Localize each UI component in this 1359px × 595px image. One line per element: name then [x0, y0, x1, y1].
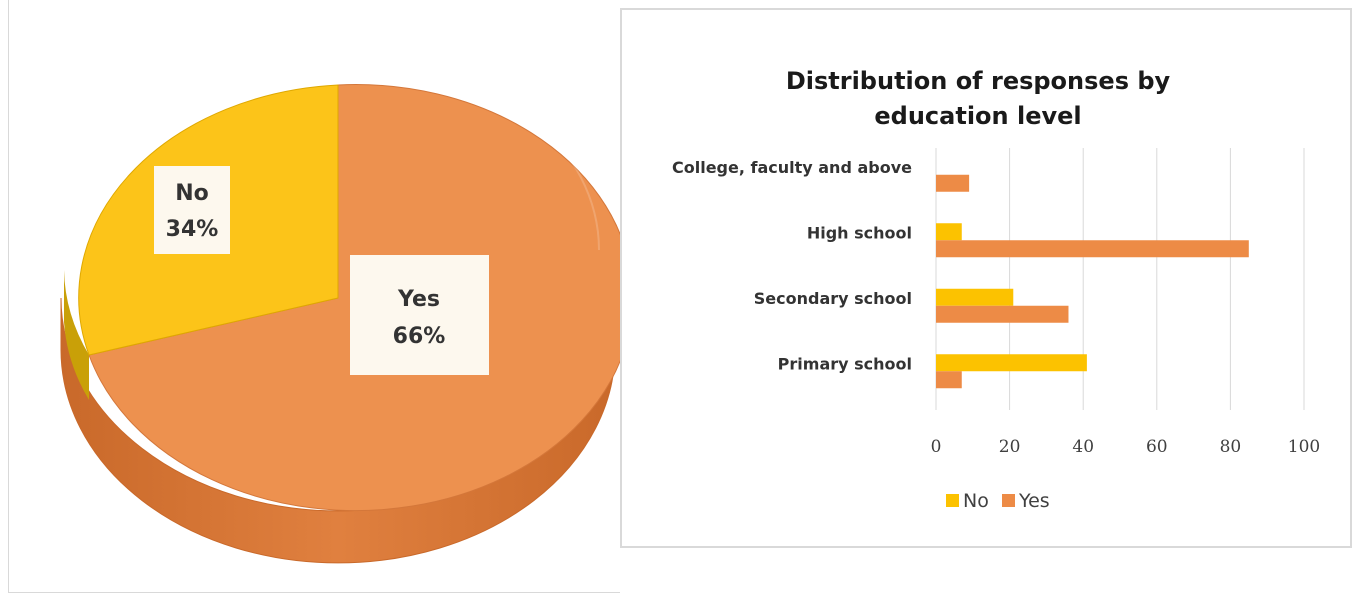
- legend: No Yes: [946, 490, 1050, 512]
- pie-chart-panel: No 34% Yes 66%: [8, 0, 621, 593]
- legend-label-no: No: [963, 490, 989, 512]
- pie-label-yes-pct: 66%: [393, 324, 446, 349]
- category-label: Secondary school: [754, 289, 912, 308]
- bar-yes: [936, 305, 1069, 323]
- pie-label-yes-box: [350, 255, 489, 375]
- x-tick-label: 60: [1146, 437, 1168, 457]
- legend-swatch-no: [946, 494, 959, 507]
- bar-no: [936, 354, 1087, 372]
- category-label: Primary school: [778, 354, 912, 373]
- bar-yes: [936, 240, 1249, 258]
- x-tick-label: 40: [1072, 437, 1094, 457]
- pie-chart: No 34% Yes 66%: [60, 51, 621, 564]
- bar-no: [936, 288, 1014, 306]
- pie-rim-highlight: [78, 51, 600, 251]
- bar-marks: [936, 174, 1249, 389]
- x-tick-label: 0: [931, 437, 942, 457]
- category-labels: College, faculty and above High school Sec…: [672, 158, 912, 374]
- x-tick-label: 80: [1220, 437, 1242, 457]
- bar-chart-panel: Distribution of responses by education l…: [620, 8, 1352, 548]
- legend-swatch-yes: [1002, 494, 1015, 507]
- legend-label-yes: Yes: [1018, 490, 1050, 512]
- bar-yes: [936, 371, 962, 389]
- x-axis-ticks: 0 20 40 60 80 100: [931, 437, 1321, 457]
- pie-label-no-box: [154, 166, 230, 254]
- category-label: College, faculty and above: [672, 158, 912, 177]
- x-tick-label: 20: [999, 437, 1021, 457]
- pie-depth-side-no: [64, 270, 89, 400]
- pie-label-no-name: No: [175, 181, 209, 206]
- pie-label-no-pct: 34%: [166, 217, 219, 242]
- pie-label-yes-name: Yes: [397, 287, 440, 312]
- category-label: High school: [807, 223, 912, 242]
- chart-title-line2: education level: [874, 102, 1081, 130]
- x-tick-label: 100: [1288, 437, 1320, 457]
- bar-yes: [936, 174, 970, 192]
- bar-chart: Distribution of responses by education l…: [672, 67, 1321, 512]
- bar-no: [936, 223, 962, 241]
- chart-title-line1: Distribution of responses by: [786, 67, 1171, 95]
